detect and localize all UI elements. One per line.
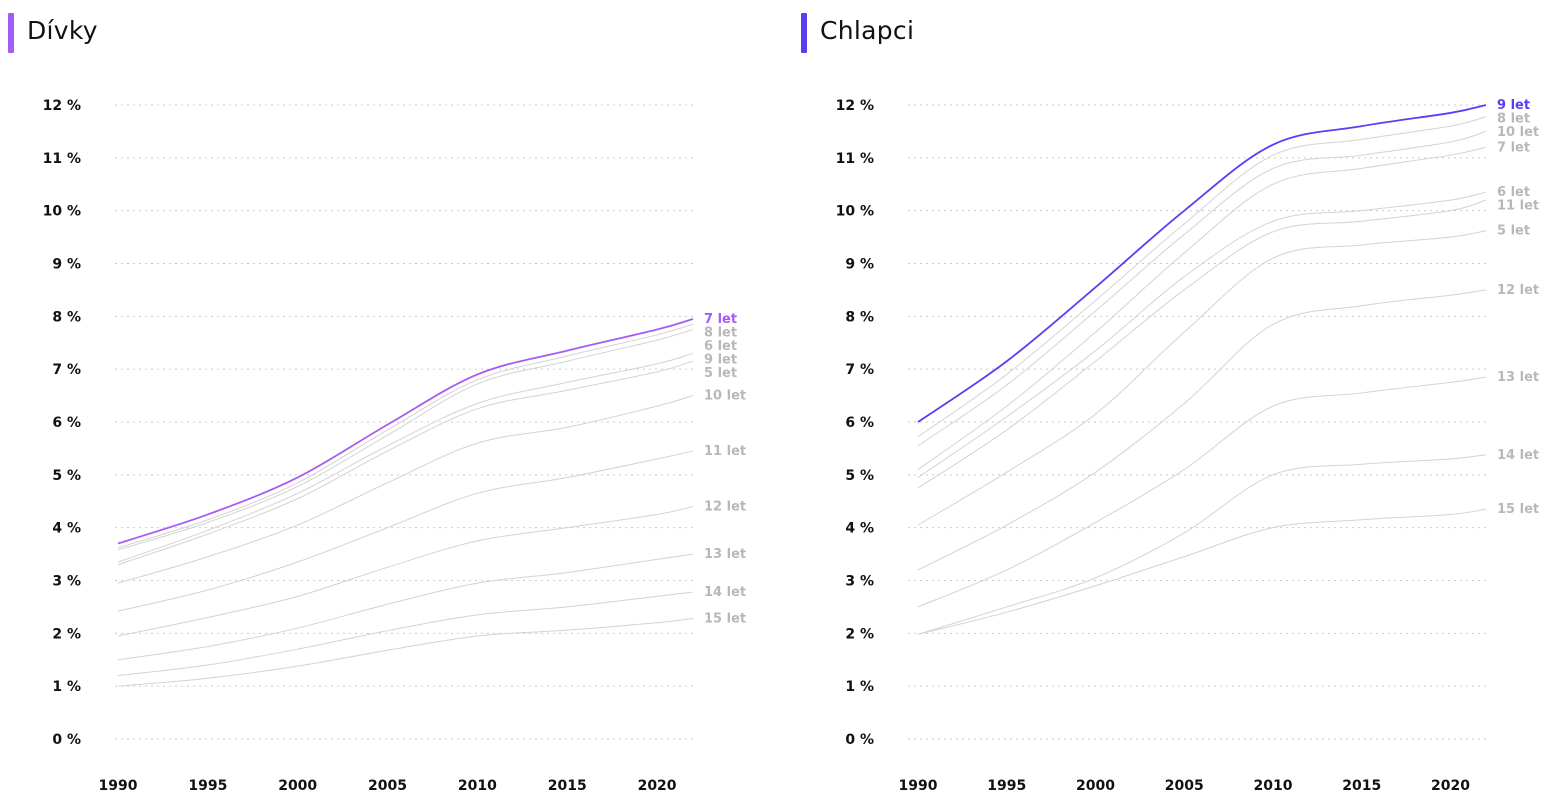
boys-series-label-14-let: 14 let	[1497, 448, 1539, 463]
girls-x-tick-label: 2015	[548, 778, 587, 794]
boys-series-line-5-let	[917, 230, 1487, 526]
girls-series-line-9-let	[117, 352, 694, 563]
girls-series-line-12-let	[117, 506, 694, 637]
boys-series-label-11-let: 11 let	[1497, 199, 1539, 214]
boys-x-tick-label: 2000	[1076, 778, 1115, 794]
girls-series-label-7-let: 7 let	[704, 312, 737, 327]
girls-x-tick-label: 2005	[368, 778, 407, 794]
boys-series-line-10-let	[917, 130, 1487, 447]
girls-x-tick-label: 2000	[278, 778, 317, 794]
boys-x-tick-label: 2010	[1254, 778, 1293, 794]
girls-y-tick-label: 5 %	[52, 468, 81, 484]
girls-y-tick-label: 3 %	[52, 574, 81, 590]
boys-x-tick-label: 2015	[1342, 778, 1381, 794]
boys-y-tick-label: 9 %	[845, 257, 874, 273]
girls-series-label-13-let: 13 let	[704, 547, 746, 562]
girls-series-line-11-let	[117, 450, 694, 612]
girls-series-label-14-let: 14 let	[704, 585, 746, 600]
girls-series-line-6-let	[117, 329, 694, 551]
boys-y-tick-label: 7 %	[845, 362, 874, 378]
boys-y-tick-label: 8 %	[845, 309, 874, 325]
girls-line-chart: 0 % 1 % 2 % 3 % 4 % 5 % 6 % 7 % 8 % 9 % 10 % 11 % 12…	[43, 98, 747, 794]
boys-y-tick-label: 1 %	[845, 679, 874, 695]
boys-y-tick-label: 5 %	[845, 468, 874, 484]
girls-series-line-10-let	[117, 395, 694, 584]
girls-y-tick-label: 1 %	[52, 679, 81, 695]
girls-y-tick-label: 7 %	[52, 362, 81, 378]
boys-series-label-5-let: 5 let	[1497, 224, 1530, 239]
boys-y-tick-label: 0 %	[845, 732, 874, 748]
girls-series-label-8-let: 8 let	[704, 325, 737, 340]
girls-series-line-15-let	[117, 618, 694, 687]
girls-title-accent-bar	[8, 13, 14, 53]
boys-chart-title: Chlapci	[820, 16, 915, 45]
girls-series-label-12-let: 12 let	[704, 500, 746, 515]
girls-x-tick-label: 2020	[638, 778, 677, 794]
girls-y-tick-label: 8 %	[52, 309, 81, 325]
boys-series-label-6-let: 6 let	[1497, 185, 1530, 200]
boys-y-tick-label: 10 %	[836, 204, 874, 220]
boys-series-line-11-let	[917, 199, 1487, 489]
girls-series-label-15-let: 15 let	[704, 612, 746, 627]
girls-y-tick-label: 9 %	[52, 257, 81, 273]
girls-series-label-10-let: 10 let	[704, 389, 746, 404]
boys-series-label-12-let: 12 let	[1497, 283, 1539, 298]
boys-series-line-8-let	[917, 116, 1487, 438]
boys-y-tick-label: 11 %	[836, 151, 874, 167]
boys-x-tick-label: 1990	[899, 778, 938, 794]
boys-series-label-8-let: 8 let	[1497, 112, 1530, 127]
boys-series-line-9-let	[917, 104, 1487, 423]
boys-series-line-12-let	[917, 289, 1487, 571]
boys-y-tick-label: 2 %	[845, 626, 874, 642]
girls-series-label-6-let: 6 let	[704, 339, 737, 354]
boys-series-label-10-let: 10 let	[1497, 125, 1539, 140]
boys-series-line-15-let	[917, 508, 1487, 635]
boys-y-tick-label: 3 %	[845, 574, 874, 590]
girls-chart-panel: Dívky 0 % 1 % 2 % 3 % 4 % 5 % 6 % 7 % 8 % 9 % 10 %…	[0, 0, 770, 809]
boys-series-label-7-let: 7 let	[1497, 140, 1530, 155]
girls-y-tick-label: 0 %	[52, 732, 81, 748]
girls-y-tick-label: 11 %	[43, 151, 81, 167]
girls-series-line-14-let	[117, 591, 694, 677]
boys-series-line-14-let	[917, 454, 1487, 635]
girls-chart-title: Dívky	[27, 16, 98, 45]
boys-series-line-7-let	[917, 146, 1487, 470]
girls-x-tick-label: 1995	[188, 778, 227, 794]
boys-series-line-6-let	[917, 191, 1487, 478]
boys-x-tick-label: 1995	[987, 778, 1026, 794]
boys-chart-panel: Chlapci 0 % 1 % 2 % 3 % 4 % 5 % 6 % 7 % 8 % 9 % 10…	[793, 0, 1547, 809]
boys-series-line-13-let	[917, 376, 1487, 608]
girls-y-tick-label: 10 %	[43, 204, 81, 220]
boys-series-label-13-let: 13 let	[1497, 370, 1539, 385]
girls-series-label-11-let: 11 let	[704, 444, 746, 459]
girls-y-tick-label: 6 %	[52, 415, 81, 431]
girls-series-line-13-let	[117, 553, 694, 661]
girls-series-label-9-let: 9 let	[704, 352, 737, 367]
boys-x-tick-label: 2005	[1165, 778, 1204, 794]
girls-y-tick-label: 2 %	[52, 626, 81, 642]
girls-x-tick-label: 1990	[99, 778, 138, 794]
girls-series-line-8-let	[117, 323, 694, 549]
boys-line-chart: 0 % 1 % 2 % 3 % 4 % 5 % 6 % 7 % 8 % 9 % 10 % 11 % 12…	[836, 98, 1540, 794]
girls-y-tick-label: 12 %	[43, 98, 81, 114]
boys-title-accent-bar	[801, 13, 807, 53]
girls-x-tick-label: 2010	[458, 778, 497, 794]
boys-y-tick-label: 4 %	[845, 521, 874, 537]
girls-series-line-7-let	[117, 318, 694, 545]
boys-series-label-15-let: 15 let	[1497, 502, 1539, 517]
girls-series-line-5-let	[117, 360, 694, 566]
boys-y-tick-label: 12 %	[836, 98, 874, 114]
boys-y-tick-label: 6 %	[845, 415, 874, 431]
boys-x-tick-label: 2020	[1431, 778, 1470, 794]
boys-series-label-9-let: 9 let	[1497, 98, 1530, 113]
girls-y-tick-label: 4 %	[52, 521, 81, 537]
girls-series-label-5-let: 5 let	[704, 366, 737, 381]
